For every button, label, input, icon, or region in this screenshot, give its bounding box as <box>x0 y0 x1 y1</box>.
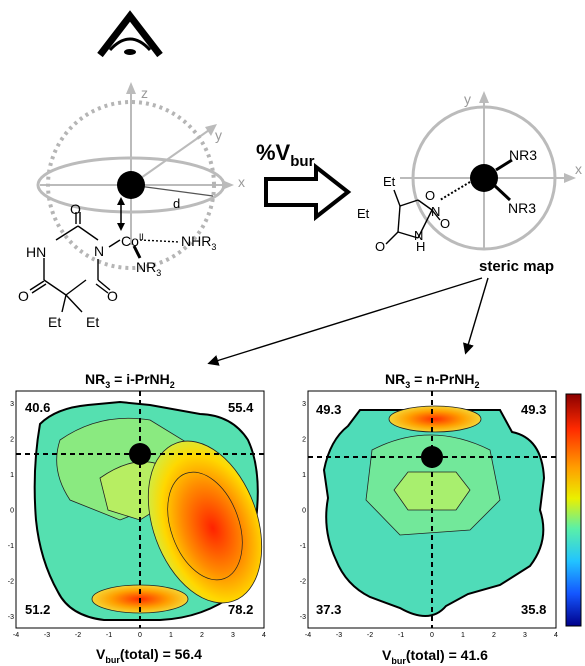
map-2-q-bl: 37.3 <box>316 602 341 617</box>
right-axis-y: y <box>464 91 471 107</box>
atom-hn: HN <box>26 244 46 260</box>
eye-icon <box>97 10 163 58</box>
equator-ellipse <box>36 156 226 214</box>
map-2-y-ticks: 3 2 1 0 -1 -2 -3 <box>300 401 306 621</box>
metal-center-dot <box>117 171 145 199</box>
map-1-y-tick: 0 <box>10 508 14 515</box>
map-2-y-tick: 0 <box>302 508 306 515</box>
map-2-y-tick: 2 <box>302 437 306 444</box>
map-2-x-tick: -1 <box>398 632 404 639</box>
metal-co: CoII <box>121 232 144 249</box>
map-2-q-tr: 49.3 <box>521 402 546 417</box>
right-n: N <box>431 204 440 219</box>
map-1-x-tick: 0 <box>138 632 142 639</box>
map-2-x-ticks: -4 -3 -2 -1 0 1 2 3 4 <box>305 632 558 639</box>
steric-map-1 <box>15 390 265 629</box>
map-1-hotspot <box>147 440 263 604</box>
map-2-center-dot <box>421 446 443 468</box>
map-1-q-bl: 51.2 <box>25 602 50 617</box>
map-2-x-tick: -2 <box>367 632 373 639</box>
atom-o-top: O <box>70 201 81 217</box>
steric-map-label: steric map <box>479 258 554 275</box>
map-2-y-tick: 3 <box>302 401 306 408</box>
map-2-title: NR3 = n-PrNH2 <box>385 371 479 390</box>
map-1-y-tick: 2 <box>10 437 14 444</box>
map-1-hotspot-contour <box>167 471 243 581</box>
right-et-bottom: Et <box>357 206 370 221</box>
right-h: H <box>416 239 425 254</box>
map-1-y-tick: 1 <box>10 472 14 479</box>
map-1-x-tick: -3 <box>44 632 50 639</box>
atom-o-right: O <box>107 288 118 304</box>
right-et-top: Et <box>383 174 396 189</box>
map-1-x-tick: 3 <box>231 632 235 639</box>
map-2-total: Vbur(total) = 41.6 <box>382 647 488 666</box>
right-metal-dot <box>470 164 498 192</box>
colorbar <box>565 393 582 627</box>
map-2-y-tick: -3 <box>300 614 306 621</box>
transform-arrow <box>264 162 352 222</box>
right-sphere <box>411 105 557 251</box>
percent-vbur-label: %Vbur <box>256 140 315 170</box>
right-o-3: O <box>375 239 385 254</box>
map-1-y-ticks: 3 2 1 0 -1 -2 -3 <box>8 401 14 621</box>
map-2-y-tick: -2 <box>300 579 306 586</box>
atom-n: N <box>94 243 104 259</box>
map-1-total: Vbur(total) = 56.4 <box>96 646 202 665</box>
distance-arrow <box>117 197 125 231</box>
map-1-y-tick: -1 <box>8 543 14 550</box>
map-1-q-br: 78.2 <box>228 602 253 617</box>
map-2-x-tick: 3 <box>523 632 527 639</box>
right-nr3-top: NR3 <box>509 147 537 163</box>
map-1-y-tick: -3 <box>8 614 14 621</box>
radius-d-label: d <box>173 196 180 211</box>
group-et-2: Et <box>86 314 99 330</box>
right-o-2: O <box>440 216 450 231</box>
arrow-to-map-1 <box>207 277 483 366</box>
map-2-x-tick: -3 <box>336 632 342 639</box>
right-nr3-bottom: NR3 <box>508 200 536 216</box>
steric-map-2 <box>307 390 557 629</box>
right-n-2: N <box>414 228 423 243</box>
map-1-center-dot <box>129 443 151 465</box>
axis-y-label: y <box>215 127 222 143</box>
map-2-x-tick: 1 <box>461 632 465 639</box>
map-2-y-tick: 1 <box>302 472 306 479</box>
right-fragment <box>385 158 513 245</box>
map-2-x-tick: -4 <box>305 632 311 639</box>
map-1-x-tick: -2 <box>75 632 81 639</box>
map-2-top-hotspot <box>388 405 482 433</box>
sphere-outline <box>46 100 216 270</box>
map-1-x-tick: 4 <box>262 632 266 639</box>
map-1-x-tick: 2 <box>200 632 204 639</box>
map-1-x-ticks: -4 -3 -2 -1 0 1 2 3 4 <box>13 632 266 639</box>
map-2-q-br: 35.8 <box>521 602 546 617</box>
barbiturate-complex <box>29 212 181 313</box>
right-o-1: O <box>425 188 435 203</box>
map-1-y-tick: -2 <box>8 579 14 586</box>
map-1-y-tick: 3 <box>10 401 14 408</box>
atom-o-left: O <box>18 288 29 304</box>
axis-z-label: z <box>141 85 148 101</box>
map-2-y-tick: -1 <box>300 543 306 550</box>
ligand-nhr3: NHR3 <box>181 233 216 252</box>
right-axis-x: x <box>575 161 582 177</box>
axis-x-label: x <box>238 174 245 190</box>
map-1-x-tick: -1 <box>106 632 112 639</box>
ligand-nr3: NR3 <box>136 259 161 278</box>
map-1-q-tl: 40.6 <box>25 400 50 415</box>
arrow-to-map-2 <box>463 277 489 355</box>
group-et-1: Et <box>48 314 61 330</box>
map-1-title: NR3 = i-PrNH2 <box>85 371 175 390</box>
map-2-x-tick: 2 <box>492 632 496 639</box>
map-2-x-tick: 4 <box>554 632 558 639</box>
map-1-q-tr: 55.4 <box>228 400 254 415</box>
map-2-x-tick: 0 <box>430 632 434 639</box>
map-2-q-tl: 49.3 <box>316 402 341 417</box>
map-1-x-tick: 1 <box>169 632 173 639</box>
map-1-x-tick: -4 <box>13 632 19 639</box>
